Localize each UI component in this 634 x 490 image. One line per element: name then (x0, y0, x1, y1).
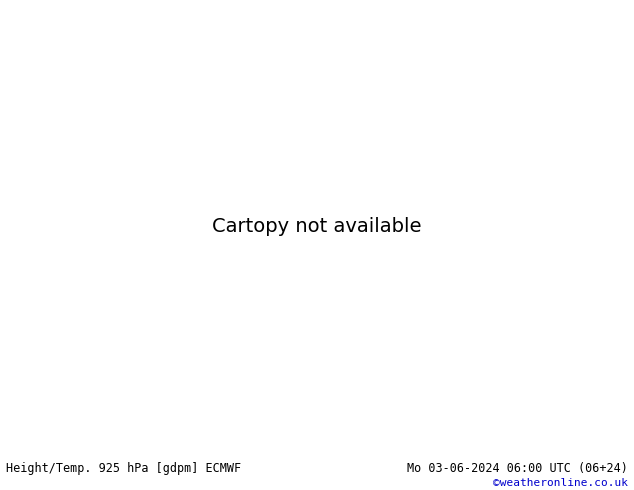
Text: Cartopy not available: Cartopy not available (212, 217, 422, 236)
Text: Height/Temp. 925 hPa [gdpm] ECMWF: Height/Temp. 925 hPa [gdpm] ECMWF (6, 463, 242, 475)
Text: Mo 03-06-2024 06:00 UTC (06+24): Mo 03-06-2024 06:00 UTC (06+24) (407, 463, 628, 475)
Text: ©weatheronline.co.uk: ©weatheronline.co.uk (493, 478, 628, 488)
